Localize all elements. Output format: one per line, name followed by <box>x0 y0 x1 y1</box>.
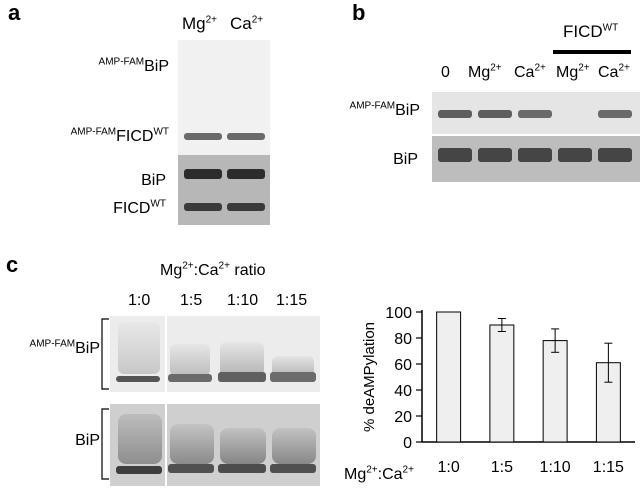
panel-c-lane-1: 1:0 <box>128 292 151 309</box>
panel-c-gel-coomassie <box>110 404 320 486</box>
panel-a-gel-coomassie <box>178 155 270 225</box>
panel-b-letter: b <box>352 0 366 25</box>
panel-a-band <box>184 203 222 211</box>
panel-b-row-1-label: AMP-FAMBiP <box>349 100 420 119</box>
panel-c-smear <box>220 342 264 376</box>
chart-y-tick-label: 20 <box>394 409 412 426</box>
panel-b-lane-3: Ca2+ <box>514 62 546 81</box>
panel-c-smear <box>170 344 210 376</box>
panel-c-band <box>270 464 316 473</box>
panel-b-band <box>438 110 472 118</box>
panel-c-lane-divider <box>165 316 167 392</box>
panel-c-smear <box>272 428 316 464</box>
chart-y-tick-label: 80 <box>394 331 412 348</box>
panel-c-lane-3: 1:10 <box>227 292 259 309</box>
chart-x-tick-label: 1:0 <box>438 459 460 476</box>
panel-b-band <box>438 148 472 162</box>
panel-b-row-2-label: BiP <box>393 151 418 168</box>
panel-a-band <box>184 133 222 140</box>
panel-a-row-1-label: AMP-FAMBiP <box>98 56 169 75</box>
panel-c-ratio-title: Mg2+:Ca2+ ratio <box>160 260 266 279</box>
panel-a-row-3-label: BiP <box>141 172 166 189</box>
chart-y-tick-label: 40 <box>394 383 412 400</box>
panel-a-row-4-label: FICDWT <box>113 198 166 217</box>
panel-c-row-2-label: BiP <box>75 432 100 449</box>
chart-y-tick-label: 60 <box>394 357 412 374</box>
panel-c-band <box>168 374 212 382</box>
panel-b-band <box>558 148 592 162</box>
panel-c-bracket-1 <box>101 318 109 390</box>
panel-c-lane-divider <box>165 404 167 486</box>
chart-bar <box>489 324 515 443</box>
panel-a-letter: a <box>8 0 21 25</box>
panel-c-letter: c <box>6 252 19 277</box>
panel-b-band <box>518 110 552 118</box>
chart-bar <box>542 340 568 443</box>
panel-b-group-line <box>553 50 631 54</box>
panel-b-gel-coomassie <box>432 136 640 182</box>
panel-a-band <box>227 169 265 179</box>
chart-x-tick-label: 1:5 <box>491 459 513 476</box>
chart-y-tick-label: 0 <box>403 435 412 452</box>
panel-b-lane-1: 0 <box>441 64 450 81</box>
panel-b-lane-5: Ca2+ <box>598 62 630 81</box>
panel-a-band <box>227 203 265 211</box>
panel-a-row-2-label: AMP-FAMFICDWT <box>70 126 169 145</box>
chart-x-tick-label: 1:15 <box>593 459 624 476</box>
panel-b-band <box>478 148 512 162</box>
panel-c-band <box>116 466 162 474</box>
panel-c-band <box>218 372 266 382</box>
chart-y-axis-label: % deAMPylation <box>361 322 378 432</box>
panel-c-smear <box>220 428 266 464</box>
panel-b-band <box>478 110 512 118</box>
panel-c-band <box>168 464 214 473</box>
panel-c-bracket-2 <box>101 408 109 480</box>
panel-b-band <box>518 148 552 162</box>
panel-b-lane-4: Mg2+ <box>556 62 590 81</box>
panel-b-band <box>598 110 632 118</box>
panel-c-smear <box>170 424 214 464</box>
chart-x-tick-label: 1:10 <box>540 459 571 476</box>
panel-c-smear <box>118 322 160 374</box>
panel-a-lane-1: Mg2+ <box>182 14 218 33</box>
panel-a-band <box>184 169 222 179</box>
panel-c-lane-2: 1:5 <box>180 292 203 309</box>
panel-c-band <box>270 372 316 382</box>
panel-a-gel-fluorescent <box>178 40 270 155</box>
chart-bar <box>436 311 462 443</box>
panel-c-band <box>218 464 266 473</box>
chart-y-tick-label: 100 <box>385 305 412 322</box>
panel-b-group-label: FICDWT <box>563 22 619 41</box>
panel-c-lane-4: 1:15 <box>276 292 308 309</box>
bar-chart: % deAMPylation 0 20 40 60 80 100 1:0 1:5 1:10 1:15 <box>361 305 635 476</box>
panel-b-gel-fluorescent <box>432 92 640 134</box>
panel-c-gel-fluorescent <box>110 316 320 392</box>
panel-a-lane-2: Ca2+ <box>230 14 264 33</box>
panel-b-lane-2: Mg2+ <box>468 62 502 81</box>
panel-a-band <box>227 133 265 140</box>
panel-b-band <box>598 148 632 162</box>
panel-c-smear <box>118 414 162 464</box>
panel-c-row-1-label: AMP-FAMBiP <box>29 338 100 357</box>
chart-x-axis-prefix: Mg2+:Ca2+ <box>344 464 414 483</box>
panel-c-band <box>116 376 160 382</box>
